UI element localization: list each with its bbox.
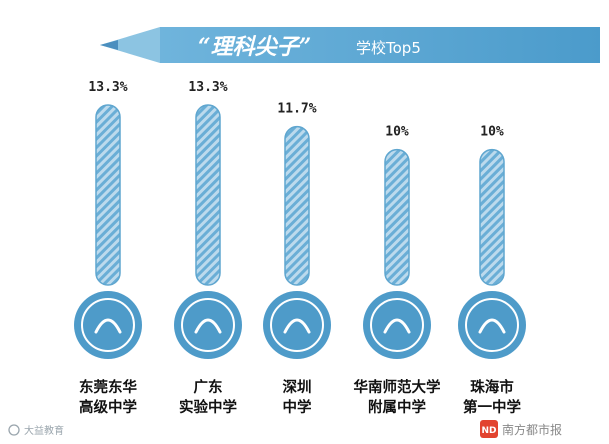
school-logo-icon <box>263 291 331 359</box>
bar <box>284 125 310 286</box>
value-label: 13.3% <box>88 80 127 95</box>
school-logo-icon <box>458 291 526 359</box>
category-label: 珠海市第一中学 <box>463 378 521 416</box>
value-label: 13.3% <box>188 80 227 95</box>
brand-badge-icon <box>480 420 498 438</box>
school-logo-ring <box>370 298 424 352</box>
school-logo-icon <box>74 291 142 359</box>
value-label: 10% <box>480 125 504 140</box>
value-labels: 13.3% 13.3% 11.7% 10% 10% <box>88 80 503 140</box>
watermark: 大益教育 <box>8 424 64 437</box>
banner-tip <box>100 27 160 63</box>
school-logo-emblem <box>383 318 411 334</box>
bar <box>195 104 221 286</box>
category-label: 华南师范大学附属中学 <box>354 378 441 416</box>
value-label: 11.7% <box>277 102 316 117</box>
banner-body <box>160 27 600 63</box>
school-logo-emblem <box>283 318 311 334</box>
category-label: 深圳中学 <box>283 378 312 416</box>
school-logos <box>74 291 526 359</box>
school-logo-emblem <box>194 318 222 334</box>
banner-tip-point <box>100 40 118 50</box>
school-logo-ring <box>181 298 235 352</box>
bars <box>95 104 505 286</box>
value-label: 10% <box>385 125 409 140</box>
watermark-icon <box>8 424 20 436</box>
school-logo-emblem <box>478 318 506 334</box>
brand-badge-text: ND <box>481 426 496 436</box>
category-label: 广东实验中学 <box>179 378 237 416</box>
brand: ND 南方都市报 <box>480 420 562 438</box>
school-logo-ring <box>81 298 135 352</box>
title-banner: “理科尖子” 学校Top5 <box>100 27 600 63</box>
school-logo-ring <box>270 298 324 352</box>
school-logo-icon <box>363 291 431 359</box>
school-logo-emblem <box>94 318 122 334</box>
school-logo-ring <box>465 298 519 352</box>
category-label: 东莞东华高级中学 <box>79 378 137 416</box>
bar <box>384 148 410 286</box>
watermark-text: 大益教育 <box>24 424 64 437</box>
chart-subtitle: 学校Top5 <box>356 39 421 57</box>
brand-text: 南方都市报 <box>502 422 562 437</box>
chart-title: “理科尖子” <box>198 34 311 60</box>
bar <box>479 148 505 286</box>
bar <box>95 104 121 286</box>
school-logo-icon <box>174 291 242 359</box>
